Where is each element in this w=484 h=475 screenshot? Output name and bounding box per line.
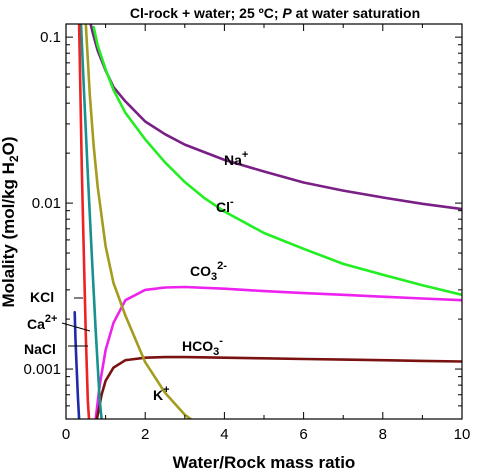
x-tick-label: 4 [220, 426, 228, 443]
chart-title-pre: Cl-rock + water; 25 ºC; [130, 5, 283, 21]
x-axis-title: Water/Rock mass ratio [173, 453, 356, 472]
x-tick-label: 0 [62, 426, 70, 443]
series-label-1: Cl- [216, 196, 234, 215]
series-line-2 [94, 285, 462, 419]
y-axis-title-sub: 2 [7, 155, 21, 162]
series-label-6: Ca2+ [27, 313, 57, 332]
series-line-4 [84, 24, 192, 419]
x-tick-label: 8 [379, 426, 387, 443]
chart-title: Cl-rock + water; 25 ºC; P at water satur… [130, 5, 420, 21]
y-axis-title-pre: Molality (mol/kg H [0, 162, 18, 307]
plot-series [73, 24, 462, 419]
y-tick-label: 0.01 [32, 195, 61, 212]
x-tick-label: 2 [141, 426, 149, 443]
series-line-3 [95, 355, 462, 419]
y-axis-title-post: O) [0, 136, 18, 155]
series-label-3: HCO3- [182, 335, 223, 358]
series-label-5: KCl [30, 289, 54, 305]
series-line-0 [89, 24, 462, 211]
y-tick-label: 0.001 [23, 361, 61, 378]
y-axis: 0.001 0.01 0.1 [23, 29, 462, 420]
y-axis-title: Molality (mol/kg H2O) [0, 136, 21, 307]
series-label-7: NaCl [24, 341, 56, 357]
x-tick-label: 10 [454, 426, 471, 443]
series-label-0: Na+ [224, 149, 248, 168]
x-tick-label: 6 [299, 426, 307, 443]
series-line-1 [92, 25, 462, 297]
x-axis: 0 2 4 6 8 10 [62, 24, 471, 443]
series-line-5 [73, 310, 81, 419]
chart-title-post: at water saturation [292, 5, 420, 21]
label-leader-6 [61, 322, 91, 332]
series-labels: Na+ Cl- CO32- HCO3- K+ KCl Ca2+ NaCl [24, 149, 248, 403]
series-label-2: CO32- [190, 260, 227, 283]
series-line-7 [77, 24, 91, 419]
series-line-6 [79, 24, 103, 419]
chart-title-italic: P [282, 5, 292, 21]
series-label-4: K+ [153, 384, 170, 403]
y-tick-label: 0.1 [40, 29, 61, 46]
